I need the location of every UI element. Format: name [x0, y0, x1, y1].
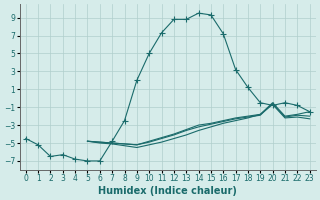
- X-axis label: Humidex (Indice chaleur): Humidex (Indice chaleur): [98, 186, 237, 196]
